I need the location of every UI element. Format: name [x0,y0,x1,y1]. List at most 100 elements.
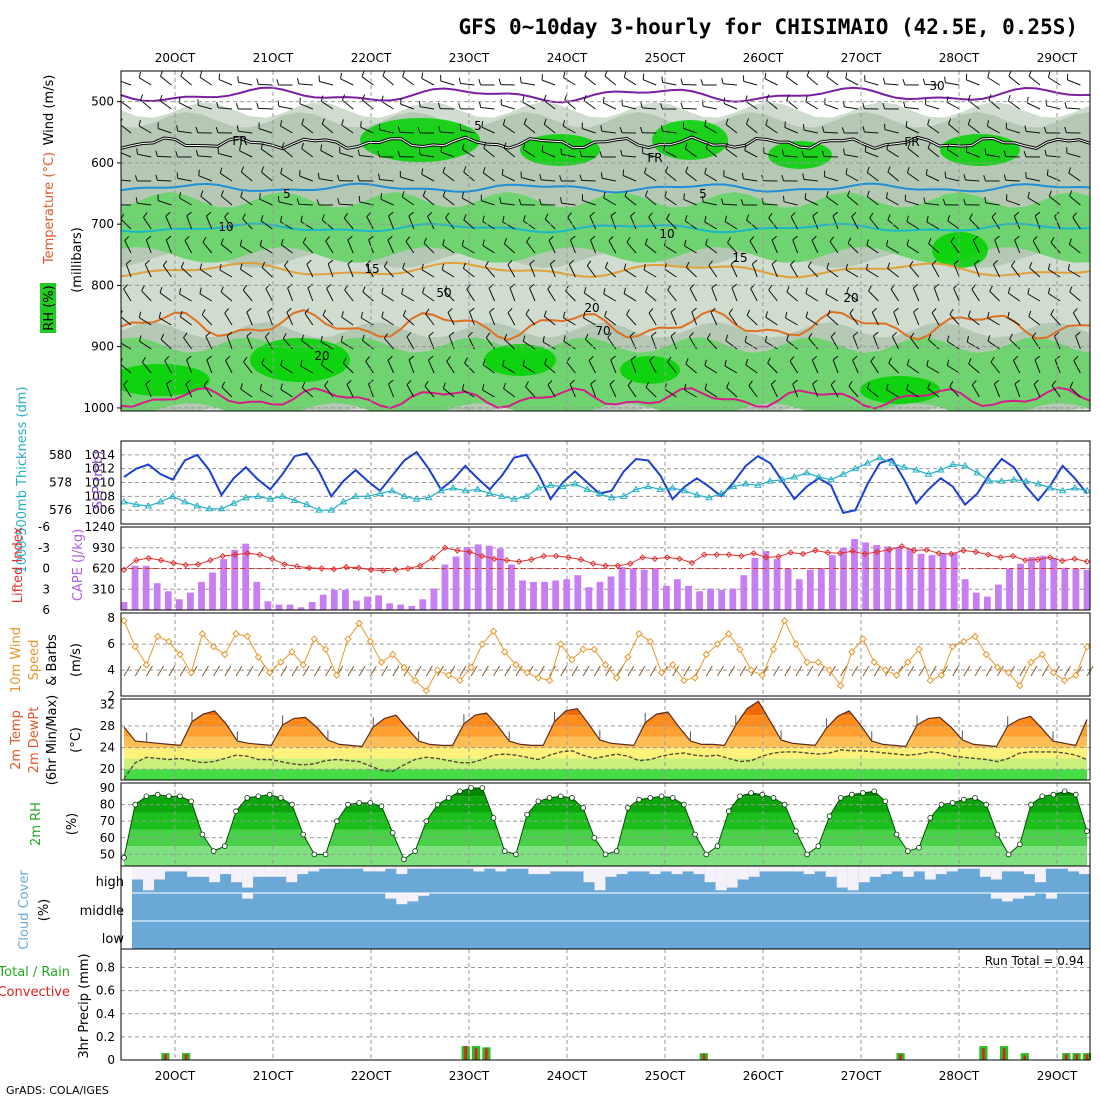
wind10-barb [829,665,836,677]
thickness-point [717,489,726,497]
wind-barb-flag [220,190,224,197]
wind-barb-staff [440,80,455,86]
li-point [268,555,276,563]
wind-barb-staff [421,269,435,278]
wind-barb-flag [689,332,694,338]
wind-barb-flag [661,76,664,83]
wind-barb-staff [321,364,334,374]
wind-barb-staff [121,124,132,134]
wind-barb-flag [304,308,310,314]
wind10-point [355,619,363,628]
wind-barb-flag [805,311,809,318]
wind-barb-flag [946,143,950,150]
wind-barb-flag [1043,126,1047,134]
wind-barb-flag [661,125,663,132]
cape-bar [198,581,205,610]
wind-barb-staff [368,383,374,398]
wind-barb-staff [933,287,940,302]
wind-barb-staff [928,339,940,350]
precip-convective-bar [1023,1055,1027,1060]
wind-barb-flag [704,359,707,366]
slp-line [123,450,1088,515]
wind10-point [557,640,565,648]
thickness-point [607,493,616,501]
wind-barb-staff [326,288,334,302]
thickness-point [254,492,262,499]
wind-barb-flag [158,311,162,319]
wind-barb-staff [447,312,455,326]
li-tick-label: 6 [42,603,50,617]
wind-barb-staff [145,239,152,254]
wind-barb-flag [300,359,303,367]
wind-barb-staff [893,311,900,326]
wind-barb-staff [481,200,495,206]
wind-barb-flag [865,263,869,270]
wind-barb-staff [947,149,960,158]
wind-barb-staff [400,103,414,110]
temp2m-label-b: 2m DewPt [27,707,42,774]
wind-barb-staff [907,147,920,158]
li-point [701,551,708,558]
contour-label: 20 [584,301,599,315]
wind-barb-staff [1069,387,1081,398]
wind-barb-staff [811,240,819,254]
rh-point [378,803,385,809]
wind-barb-flag [808,332,813,339]
cloud-clear-bar [1068,866,1079,872]
wind-barb-flag [599,151,603,158]
wind-barb-flag [482,215,485,222]
wind-barb-flag [341,94,346,101]
wind-barb-staff [763,152,778,158]
cape-bar [751,557,759,610]
wind10-point [243,632,251,641]
cloud-clear-bar [319,866,331,869]
li-point [343,563,350,571]
cape-bar [563,579,571,610]
wind-barb-staff [703,105,717,110]
li-point [676,555,683,563]
li-point [1022,556,1029,564]
wind-barb-flag [176,172,179,179]
wind-barb-staff [402,268,415,278]
thickness-point [693,490,701,498]
cloud-clear-bar [407,893,419,902]
rh-point [524,811,530,818]
wind-barb-flag [321,118,325,125]
thickness-point [302,500,311,508]
wind-barb-flag [143,212,148,218]
wind-barb-flag [206,355,212,361]
cape-bar [663,585,670,610]
wind-barb-flag [485,332,491,338]
wind-barb-flag [752,259,758,265]
wind-barb-flag [926,359,929,367]
thickness-tick-label: 578 [49,476,72,490]
wind-barb-staff [865,151,879,158]
wind-barb-flag [1003,174,1007,181]
wind-barb-staff [670,311,677,326]
wind-barb-flag [624,190,628,197]
wind-barb-flag [926,215,929,223]
wind10-point [668,661,677,669]
wind-barb-staff [408,215,415,230]
wind10-barb [313,665,321,677]
wind10-barb [291,665,299,677]
wind-barb-flag [418,100,421,107]
wind-barb-staff [947,365,960,374]
cape-bar [496,548,504,610]
wind-barb-flag [764,72,767,79]
wind-barb-staff [298,83,313,86]
wind10-point [848,648,856,656]
wind-barb-flag [145,379,151,385]
wind-barb-staff [685,171,697,182]
wind-barb-staff [242,289,253,302]
wind-barb-staff [783,201,798,206]
wind-barb-flag [845,263,848,271]
wind-barb-staff [945,177,960,182]
wind-barb-staff [320,341,334,350]
wind-barb-flag [922,78,926,85]
wind-barb-flag [401,191,405,198]
cloud-clear-bar [132,866,143,880]
li-line [123,545,1088,572]
wind-barb-flag [388,379,394,385]
cloud-clear-bar [935,866,947,875]
